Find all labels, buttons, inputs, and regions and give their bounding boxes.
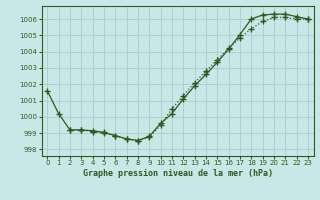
X-axis label: Graphe pression niveau de la mer (hPa): Graphe pression niveau de la mer (hPa) xyxy=(83,169,273,178)
